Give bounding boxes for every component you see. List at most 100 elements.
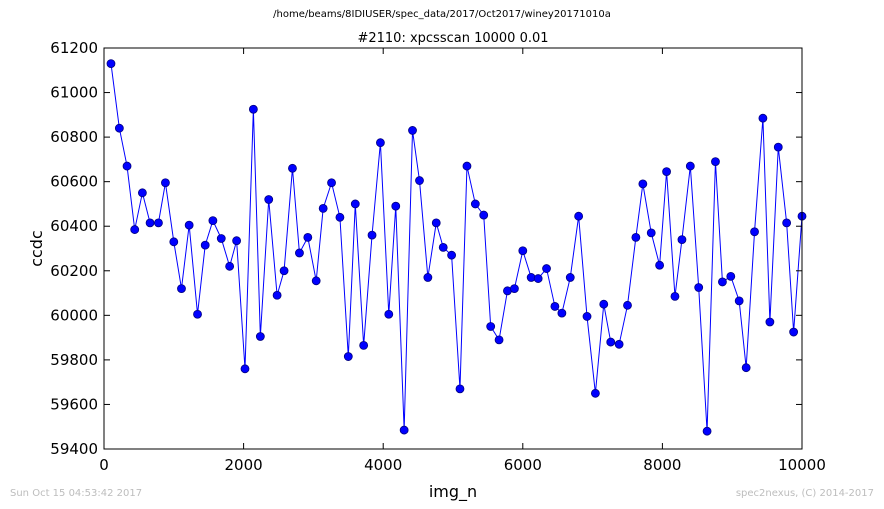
data-point: [631, 232, 641, 242]
data-point: [415, 176, 424, 185]
data-point: [702, 426, 712, 436]
data-point: [718, 277, 727, 287]
data-point: [327, 178, 336, 188]
data-point: [303, 232, 313, 242]
y-tick-label: 59400: [50, 440, 98, 458]
data-point: [582, 312, 592, 321]
data-point: [343, 352, 353, 361]
data-point: [734, 296, 744, 306]
data-point: [479, 210, 489, 220]
data-point: [193, 309, 202, 319]
data-point: [122, 161, 132, 171]
x-axis-label: img_n: [429, 482, 477, 502]
credit: spec2nexus, (C) 2014-2017: [735, 488, 874, 499]
data-point: [431, 218, 441, 228]
data-point: [533, 274, 543, 283]
data-point: [200, 240, 210, 250]
data-point: [741, 363, 751, 373]
data-point: [423, 273, 433, 282]
data-point: [599, 299, 609, 309]
data-point: [565, 273, 575, 282]
data-point: [169, 237, 179, 247]
data-point: [279, 266, 289, 276]
data-point: [670, 291, 680, 301]
tick-layer: 0 2000 4000 6000 8000 10000 59400 59600 59800 600…: [50, 39, 826, 474]
data-point: [765, 317, 775, 327]
data-point: [758, 113, 768, 123]
data-point: [542, 264, 551, 273]
file-path-title: /home/beams/8IDIUSER/spec_data/2017/Oct2…: [273, 9, 611, 20]
data-point: [255, 332, 265, 341]
data-point: [408, 126, 417, 135]
data-point: [677, 235, 687, 244]
y-axis-label: ccdc: [27, 230, 46, 267]
y-tick-label: 60600: [50, 173, 98, 191]
data-point: [711, 157, 720, 167]
y-tick-label: 60000: [50, 306, 98, 324]
data-point: [311, 276, 321, 286]
data-point: [518, 246, 528, 256]
y-tick-label: 61000: [50, 84, 98, 102]
data-point: [114, 123, 124, 133]
data-point: [510, 284, 519, 294]
data-point: [367, 230, 377, 240]
y-tick-label: 60800: [50, 128, 98, 146]
data-point: [137, 188, 147, 198]
x-tick-label: 6000: [504, 456, 542, 474]
y-tick-label: 60400: [50, 217, 98, 235]
data-point: [288, 163, 297, 173]
data-point: [248, 104, 258, 114]
data-point: [399, 425, 409, 435]
data-point: [773, 142, 783, 152]
data-point: [455, 384, 465, 394]
data-point: [318, 203, 328, 213]
data-point: [550, 302, 560, 311]
data-point: [726, 271, 736, 281]
scan-title: #2110: xpcsscan 10000 0.01: [357, 31, 549, 46]
x-tick-label: 8000: [643, 456, 681, 474]
y-tick-label: 59800: [50, 351, 98, 369]
axes-frame: [103, 47, 803, 450]
data-point: [225, 261, 235, 271]
y-tick-label: 60200: [50, 262, 98, 280]
data-point: [359, 341, 369, 350]
data-point: [376, 138, 385, 148]
series-layer: [106, 59, 807, 436]
data-point: [295, 248, 304, 258]
data-point: [391, 201, 401, 211]
data-point: [154, 218, 163, 228]
data-point: [184, 220, 194, 230]
data-point: [335, 212, 345, 222]
series-line: [110, 63, 803, 432]
data-point: [145, 218, 155, 228]
data-point: [694, 283, 704, 292]
data-point: [614, 339, 624, 349]
data-point: [438, 242, 448, 252]
data-point: [685, 161, 695, 171]
x-tick-label: 4000: [364, 456, 402, 474]
data-point: [789, 327, 799, 337]
data-point: [161, 178, 170, 188]
data-point: [574, 211, 584, 221]
data-point: [486, 322, 496, 331]
x-tick-label: 0: [99, 456, 109, 474]
data-point: [216, 234, 226, 243]
x-tick-label: 10000: [778, 456, 826, 474]
data-point: [384, 309, 394, 319]
timestamp: Sun Oct 15 04:53:42 2017: [10, 488, 143, 499]
data-point: [494, 335, 504, 345]
y-tick-label: 59600: [50, 395, 98, 413]
data-point: [590, 388, 600, 398]
data-point: [606, 337, 616, 347]
data-point: [232, 236, 242, 246]
data-point: [782, 218, 792, 228]
data-point: [638, 179, 648, 189]
data-point: [750, 227, 759, 237]
data-point: [350, 199, 360, 209]
x-tick-label: 2000: [225, 456, 263, 474]
data-point: [470, 199, 480, 209]
data-point: [272, 290, 282, 300]
data-point: [106, 59, 116, 68]
data-point: [264, 195, 274, 204]
